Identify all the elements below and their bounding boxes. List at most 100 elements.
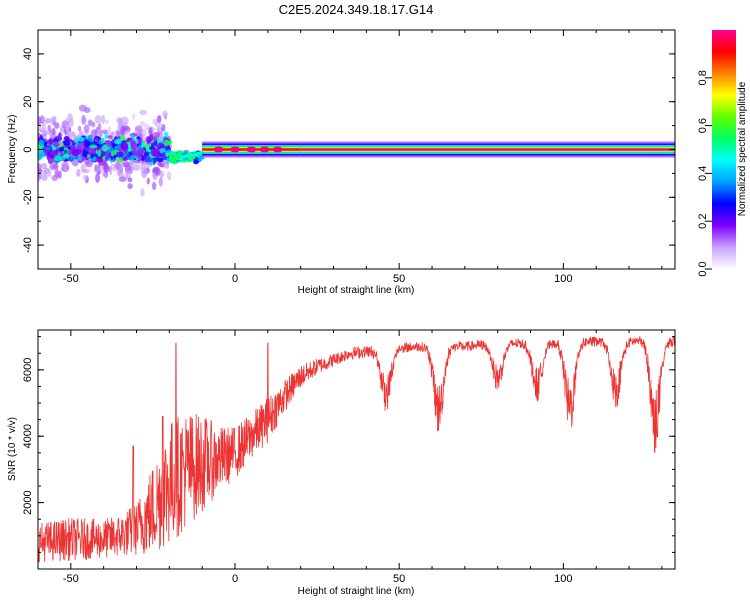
colorbar-tick-label: 0.6 — [697, 118, 709, 133]
spectral-blob — [50, 155, 55, 159]
spectral-blob — [104, 132, 108, 140]
spectral-blob — [83, 147, 91, 151]
spectral-blob — [103, 163, 109, 173]
spectral-blob — [54, 122, 60, 129]
spectral-blob — [161, 110, 168, 118]
y-tick-label: -20 — [22, 189, 34, 205]
x-tick-label: 50 — [393, 273, 405, 285]
spectral-blob — [146, 145, 150, 154]
top-y-axis: 40 20 0 -20 -40 — [22, 29, 675, 270]
spectral-blob — [77, 136, 85, 142]
spectral-blob — [139, 120, 145, 128]
spectral-blob — [52, 163, 59, 170]
spectral-blob — [63, 140, 71, 147]
spectral-blob — [38, 172, 41, 182]
spectral-blob — [38, 146, 43, 152]
spectral-blob — [63, 136, 70, 142]
spectral-blob — [71, 149, 80, 157]
spectral-blob — [117, 167, 123, 175]
spectral-blob — [52, 141, 60, 148]
spectral-blob — [129, 155, 138, 159]
spectral-blob — [96, 128, 101, 139]
spectrogram-panel: -50 0 50 100 40 20 0 -20 -40 Height of straight… — [7, 29, 676, 296]
y-tick-label: 4000 — [22, 424, 34, 448]
spectral-blob — [97, 149, 102, 157]
spectral-blob — [39, 134, 43, 139]
spectral-blob — [115, 130, 120, 135]
spectral-blob — [38, 168, 43, 174]
colorbar-tick-label: 0.0 — [697, 261, 709, 276]
colorbar: 0.0 0.2 0.4 0.6 0.8 Normalized spectral ampl… — [697, 30, 748, 277]
spectral-blob — [99, 151, 106, 157]
spectral-blob — [38, 163, 42, 171]
spectral-blob — [114, 145, 120, 150]
spectral-blob — [139, 109, 148, 116]
top-x-axis: -50 0 50 100 — [37, 30, 663, 285]
spectral-blob — [94, 115, 102, 124]
spectral-blob — [164, 163, 170, 170]
x-tick-label: 0 — [232, 573, 238, 585]
spectral-blob — [137, 147, 145, 156]
spectral-blob — [77, 156, 82, 162]
spectral-blob — [65, 117, 70, 122]
spectral-blob — [58, 146, 65, 152]
snr-panel: -50 0 50 100 6000 4000 2000 Height of straigh… — [7, 329, 676, 597]
spectral-blob — [78, 104, 87, 112]
colorbar-gradient — [712, 30, 736, 269]
spectral-blob — [156, 115, 162, 123]
spectral-blob — [91, 121, 96, 128]
spectral-blob — [156, 146, 161, 150]
spectral-blob — [79, 129, 83, 136]
spectral-blob — [90, 129, 98, 138]
spectral-blob — [83, 124, 90, 133]
spectral-blob — [137, 133, 144, 138]
spectral-blob — [89, 144, 98, 149]
top-x-axis-label: Height of straight line (km) — [298, 285, 415, 296]
y-tick-label: 0 — [22, 146, 34, 152]
spectral-blob — [129, 151, 133, 156]
spectral-blob — [118, 176, 127, 182]
colorbar-tick-label: 0.2 — [697, 214, 709, 229]
spectral-blob — [141, 157, 145, 161]
spectral-blob — [146, 136, 152, 144]
spectral-blob — [143, 152, 148, 157]
spectral-blob — [109, 165, 113, 176]
y-tick-label: 40 — [22, 48, 34, 60]
spectral-blob — [259, 146, 270, 153]
spectral-blob — [94, 164, 100, 171]
spectral-blob — [127, 183, 133, 190]
spectral-blob — [141, 140, 145, 147]
spectral-blob — [148, 127, 153, 135]
spectral-blob — [82, 139, 91, 148]
spectral-blob — [49, 116, 55, 124]
spectral-blob — [45, 147, 52, 151]
spectral-blob — [82, 174, 88, 181]
top-y-axis-label: Frequency (Hz) — [7, 115, 18, 184]
snr-frame — [37, 329, 676, 570]
chart-title: C2E5.2024.349.18.17.G14 — [279, 2, 434, 17]
snr-series-line — [38, 336, 675, 563]
spectral-blob — [105, 119, 109, 124]
x-tick-label: -50 — [63, 573, 79, 585]
spectral-blob — [39, 125, 47, 131]
spectral-blob — [86, 154, 91, 159]
spectral-blob — [132, 164, 141, 171]
spectral-blob — [43, 167, 50, 175]
spectral-blob — [107, 126, 111, 136]
spectral-blob — [117, 157, 123, 163]
spectral-blob — [80, 163, 87, 173]
spectral-blob — [53, 137, 59, 143]
x-tick-label: 100 — [554, 573, 572, 585]
spectral-blob — [104, 145, 108, 152]
spectral-blob — [161, 123, 166, 132]
spectral-blob — [132, 113, 136, 120]
bottom-y-axis-label: SNR (10 * v/v) — [7, 417, 18, 481]
spectral-blob — [124, 130, 131, 139]
colorbar-label: Normalized spectral amplitude — [737, 81, 748, 216]
spectral-blob — [57, 170, 62, 179]
spectral-blob — [170, 157, 177, 164]
spectral-blob — [62, 154, 70, 159]
spectral-blob — [65, 124, 70, 133]
y-tick-label: 20 — [22, 96, 34, 108]
